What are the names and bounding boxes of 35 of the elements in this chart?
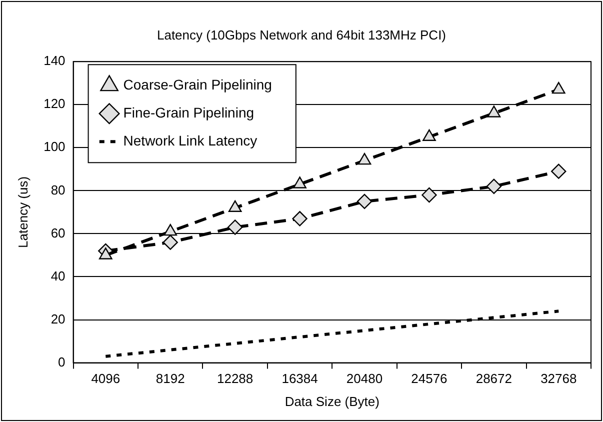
y-tick-label: 140 (44, 53, 66, 68)
legend-label: Coarse-Grain Pipelining (123, 76, 272, 92)
point (293, 176, 306, 188)
y-tick-label: 60 (50, 225, 66, 240)
y-tick-label: 0 (58, 354, 66, 370)
y-axis-title: Latency (us) (15, 176, 30, 248)
point (292, 211, 308, 226)
point (356, 194, 372, 210)
legend-label: Network Link Latency (123, 132, 258, 148)
point (162, 234, 178, 250)
point (551, 164, 566, 179)
point (487, 106, 501, 118)
x-tick-label: 12288 (216, 371, 254, 386)
chart-title: Latency (10Gbps Network and 64bit 133MHz PCI) (156, 27, 446, 42)
y-tick-label: 100 (44, 139, 66, 154)
y-tick-label: 20 (50, 311, 66, 326)
y-tick-label: 120 (44, 96, 66, 112)
x-tick-label: 32768 (540, 371, 577, 386)
x-tick-label: 4096 (91, 371, 120, 386)
point (552, 82, 566, 94)
point (486, 178, 502, 194)
point (422, 129, 436, 141)
x-axis-title: Data Size (Byte) (284, 394, 380, 409)
y-tick-label: 40 (50, 268, 66, 284)
x-tick-label: 28672 (476, 371, 512, 386)
x-tick-label: 16384 (282, 371, 318, 386)
x-tick-label: 8192 (156, 371, 185, 386)
point (227, 220, 243, 235)
legend-label: Fine-Grain Pipelining (123, 104, 254, 120)
point (358, 152, 372, 165)
y-tick-label: 80 (50, 182, 66, 198)
x-tick-label: 24576 (411, 371, 448, 386)
point (422, 187, 437, 203)
point (228, 200, 242, 212)
x-tick-label: 20480 (346, 371, 383, 386)
